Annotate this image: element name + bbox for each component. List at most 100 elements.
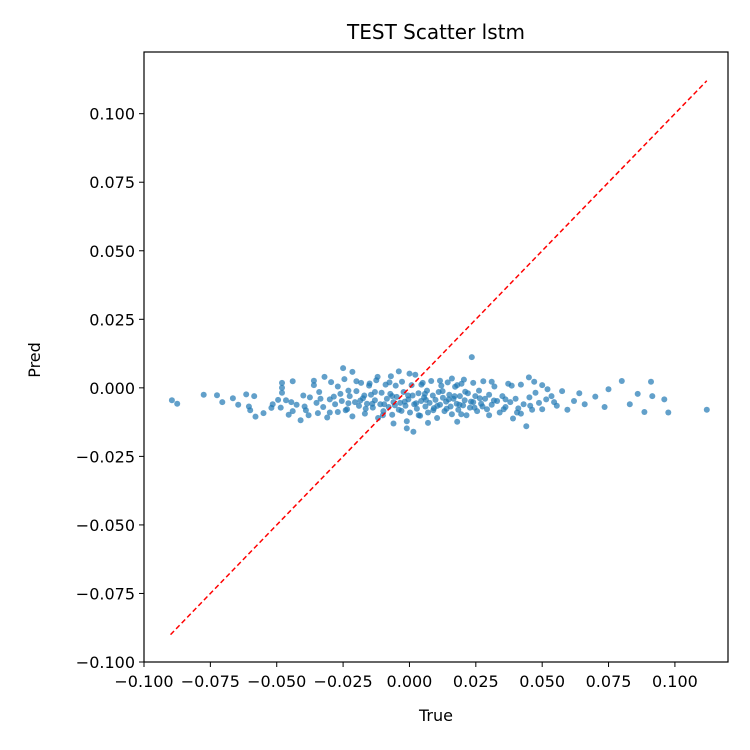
data-point bbox=[269, 401, 276, 408]
chart-title: TEST Scatter lstm bbox=[346, 20, 525, 44]
data-point bbox=[531, 378, 538, 385]
data-point bbox=[324, 414, 331, 421]
data-point bbox=[422, 403, 429, 410]
data-point bbox=[405, 392, 412, 399]
x-tick-label: 0.100 bbox=[652, 672, 698, 691]
data-point bbox=[454, 382, 461, 389]
data-point bbox=[648, 378, 654, 385]
data-point bbox=[476, 395, 483, 402]
data-point bbox=[510, 415, 516, 422]
data-point bbox=[592, 393, 599, 400]
y-tick-label: −0.025 bbox=[76, 447, 135, 466]
data-point bbox=[544, 386, 551, 393]
data-point bbox=[277, 404, 284, 411]
data-point bbox=[279, 389, 285, 396]
data-point bbox=[383, 395, 390, 402]
data-point bbox=[415, 412, 422, 419]
data-point bbox=[341, 376, 348, 383]
data-point bbox=[345, 400, 352, 407]
data-point bbox=[439, 388, 446, 395]
data-point bbox=[310, 377, 317, 384]
data-point bbox=[463, 412, 470, 419]
data-point bbox=[297, 417, 304, 424]
data-point bbox=[381, 401, 388, 408]
data-point bbox=[283, 397, 289, 404]
data-point bbox=[445, 396, 452, 403]
data-point bbox=[316, 389, 323, 395]
data-point bbox=[508, 382, 515, 389]
data-point bbox=[279, 379, 285, 386]
data-point bbox=[451, 393, 458, 400]
axes-frame bbox=[143, 51, 729, 663]
data-point bbox=[526, 394, 533, 401]
data-point bbox=[490, 397, 497, 404]
x-axis-ticks: −0.100 −0.075 −0.050 −0.025 0.000 0.025 0.050 0… bbox=[114, 662, 698, 691]
data-point bbox=[605, 386, 612, 393]
data-point bbox=[479, 403, 486, 410]
data-point bbox=[468, 354, 475, 361]
data-point bbox=[389, 411, 396, 418]
x-tick-label: 0.075 bbox=[586, 672, 632, 691]
data-point bbox=[432, 396, 439, 403]
data-point bbox=[437, 377, 443, 384]
data-point bbox=[484, 406, 490, 413]
data-point bbox=[214, 392, 220, 399]
data-point bbox=[320, 404, 327, 410]
data-point bbox=[399, 378, 405, 385]
x-tick-label: −0.100 bbox=[114, 672, 173, 691]
data-point bbox=[649, 393, 656, 400]
data-point bbox=[353, 388, 360, 395]
data-point bbox=[425, 419, 431, 426]
data-point bbox=[551, 399, 558, 406]
x-tick-label: 0.025 bbox=[453, 672, 499, 691]
data-point bbox=[397, 399, 404, 406]
data-point bbox=[392, 382, 399, 389]
data-point bbox=[500, 406, 507, 413]
data-point bbox=[285, 411, 292, 418]
data-point bbox=[395, 368, 402, 375]
data-point bbox=[564, 406, 571, 413]
reference-line bbox=[170, 80, 708, 636]
x-tick-label: −0.050 bbox=[247, 672, 306, 691]
data-point bbox=[252, 413, 259, 420]
data-point bbox=[300, 392, 307, 399]
data-point bbox=[366, 380, 373, 387]
data-point bbox=[468, 398, 474, 405]
data-point bbox=[317, 395, 324, 402]
data-point bbox=[517, 410, 524, 417]
data-point bbox=[455, 406, 462, 413]
data-point bbox=[456, 401, 463, 408]
data-point bbox=[410, 428, 417, 435]
x-tick-label: 0.050 bbox=[519, 672, 565, 691]
data-point bbox=[229, 395, 236, 402]
data-point bbox=[389, 393, 396, 400]
data-point bbox=[328, 379, 335, 386]
data-point bbox=[334, 409, 341, 415]
data-point bbox=[349, 413, 356, 420]
data-point bbox=[448, 411, 455, 418]
x-tick-label: −0.025 bbox=[313, 672, 372, 691]
data-point bbox=[581, 401, 588, 408]
data-point bbox=[346, 393, 353, 400]
data-point bbox=[407, 409, 413, 416]
data-point bbox=[517, 381, 524, 388]
data-point bbox=[361, 392, 368, 399]
data-point bbox=[480, 378, 487, 385]
scatter-points bbox=[168, 354, 710, 435]
data-point bbox=[260, 410, 267, 417]
data-point bbox=[460, 376, 467, 383]
data-point bbox=[430, 407, 437, 414]
data-point bbox=[413, 405, 420, 412]
data-point bbox=[641, 409, 648, 415]
data-point bbox=[462, 388, 469, 395]
y-tick-label: 0.075 bbox=[89, 173, 135, 192]
data-point bbox=[661, 396, 668, 403]
data-point bbox=[334, 383, 341, 390]
data-point bbox=[532, 389, 539, 396]
data-point bbox=[243, 391, 250, 398]
data-point bbox=[353, 378, 360, 385]
data-point bbox=[289, 408, 296, 415]
data-point bbox=[356, 402, 362, 409]
y-tick-label: −0.075 bbox=[76, 584, 135, 603]
data-point bbox=[422, 396, 429, 403]
